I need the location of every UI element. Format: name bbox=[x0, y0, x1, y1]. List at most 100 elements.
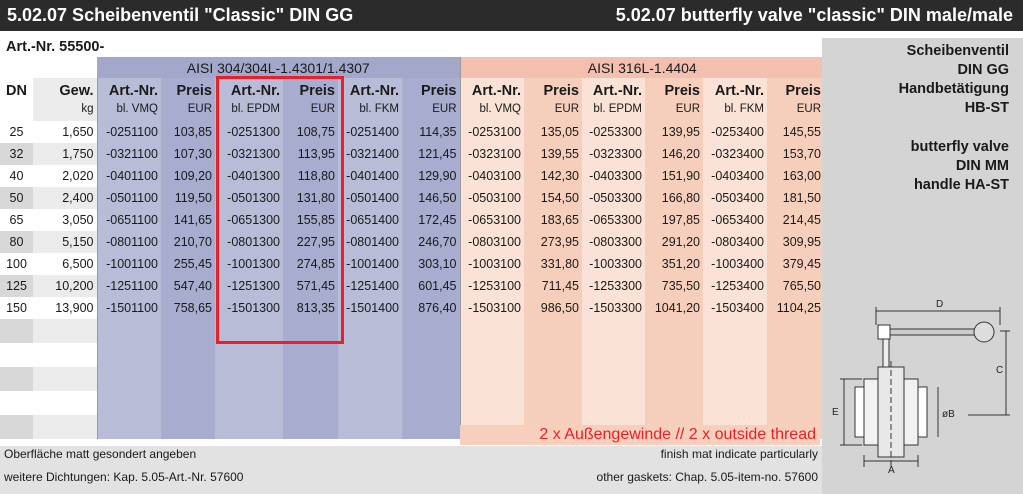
empty-row bbox=[0, 319, 824, 343]
dimension-label-d: D bbox=[936, 299, 943, 310]
cell-art-epdm-304: -1501300 bbox=[215, 297, 283, 319]
cell-art-fkm-316: -1003400 bbox=[703, 253, 767, 275]
empty-row bbox=[0, 391, 824, 415]
cell-price-epdm-304: 274,85 bbox=[283, 253, 338, 275]
cell-price-epdm-304: 155,85 bbox=[283, 209, 338, 231]
table-row: 25 1,650 -0251100 103,85 -0251300 108,75 -0251… bbox=[0, 121, 824, 143]
dimension-label-c: C bbox=[996, 365, 1003, 376]
col-header-price-vmq-304: Preis EUR bbox=[161, 78, 215, 121]
cell-price-epdm-316: 166,80 bbox=[645, 187, 703, 209]
cell-art-fkm-304: -0321400 bbox=[338, 143, 402, 165]
cell-art-vmq-316: -0503100 bbox=[460, 187, 524, 209]
cell-art-vmq-316: -0253100 bbox=[460, 121, 524, 143]
cell-price-vmq-316: 135,05 bbox=[524, 121, 582, 143]
footnote-en-finish: finish mat indicate particularly bbox=[660, 447, 818, 461]
cell-price-vmq-316: 711,45 bbox=[524, 275, 582, 297]
cell-price-vmq-316: 183,65 bbox=[524, 209, 582, 231]
col-header-art-vmq-304: Art.-Nr. bl. VMQ bbox=[97, 78, 161, 121]
cell-art-vmq-304: -0651100 bbox=[97, 209, 161, 231]
cell-price-vmq-304: 210,70 bbox=[161, 231, 215, 253]
cell-art-epdm-316: -0253300 bbox=[582, 121, 645, 143]
sidebar-de-line: HB-ST bbox=[964, 100, 1009, 116]
col-header-price-epdm-304: Preis EUR bbox=[283, 78, 338, 121]
cell-art-fkm-304: -0401400 bbox=[338, 165, 402, 187]
empty-row bbox=[0, 343, 824, 367]
sidebar-en-line: butterfly valve bbox=[910, 139, 1009, 155]
cell-price-fkm-316: 163,00 bbox=[767, 165, 824, 187]
material-group-304: AISI 304/304L-1.4301/1.4307 bbox=[97, 57, 461, 78]
price-table: AISI 304/304L-1.4301/1.4307 AISI 316L-1.… bbox=[0, 57, 824, 439]
cell-dn: 25 bbox=[0, 121, 33, 143]
cell-art-vmq-316: -1003100 bbox=[460, 253, 524, 275]
cell-art-vmq-316: -1253100 bbox=[460, 275, 524, 297]
cell-art-epdm-316: -0803300 bbox=[582, 231, 645, 253]
cell-art-epdm-316: -0503300 bbox=[582, 187, 645, 209]
title-german: 5.02.07 Scheibenventil "Classic" DIN GG bbox=[7, 5, 354, 25]
cell-price-fkm-316: 309,95 bbox=[767, 231, 824, 253]
cell-price-fkm-304: 114,35 bbox=[402, 121, 461, 143]
cell-price-vmq-316: 139,55 bbox=[524, 143, 582, 165]
cell-art-vmq-304: -0321100 bbox=[97, 143, 161, 165]
cell-price-epdm-304: 131,80 bbox=[283, 187, 338, 209]
cell-art-vmq-304: -1251100 bbox=[97, 275, 161, 297]
cell-price-epdm-304: 227,95 bbox=[283, 231, 338, 253]
cell-art-vmq-304: -0251100 bbox=[97, 121, 161, 143]
table-row: 150 13,900 -1501100 758,65 -1501300 813,35 -15… bbox=[0, 297, 824, 319]
cell-price-epdm-316: 291,20 bbox=[645, 231, 703, 253]
header-bar: 5.02.07 Scheibenventil "Classic" DIN GG … bbox=[0, 0, 1023, 31]
cell-art-vmq-304: -0501100 bbox=[97, 187, 161, 209]
cell-price-vmq-316: 154,50 bbox=[524, 187, 582, 209]
data-rows: 25 1,650 -0251100 103,85 -0251300 108,75 -0251… bbox=[0, 121, 824, 319]
cell-weight: 13,900 bbox=[33, 297, 98, 319]
cell-price-fkm-316: 214,45 bbox=[767, 209, 824, 231]
table-row: 32 1,750 -0321100 107,30 -0321300 113,95 -0321… bbox=[0, 143, 824, 165]
cell-art-epdm-304: -0651300 bbox=[215, 209, 283, 231]
cell-art-fkm-316: -0803400 bbox=[703, 231, 767, 253]
cell-price-fkm-304: 172,45 bbox=[402, 209, 461, 231]
col-header-price-epdm-316: Preis EUR bbox=[645, 78, 703, 121]
cell-dn: 65 bbox=[0, 209, 33, 231]
cell-price-fkm-304: 129,90 bbox=[402, 165, 461, 187]
cell-weight: 2,400 bbox=[33, 187, 98, 209]
cell-price-epdm-316: 735,50 bbox=[645, 275, 703, 297]
cell-art-epdm-316: -1253300 bbox=[582, 275, 645, 297]
cell-price-fkm-316: 145,55 bbox=[767, 121, 824, 143]
cell-price-vmq-304: 547,40 bbox=[161, 275, 215, 297]
thread-note: 2 x Außengewinde // 2 x outside thread bbox=[539, 426, 816, 443]
cell-price-epdm-304: 108,75 bbox=[283, 121, 338, 143]
cell-weight: 2,020 bbox=[33, 165, 98, 187]
cell-art-epdm-304: -0401300 bbox=[215, 165, 283, 187]
cell-art-vmq-316: -0653100 bbox=[460, 209, 524, 231]
column-header-row: DN Gew. kg Art.-Nr. bl. VMQ Preis EUR Art.-… bbox=[0, 78, 824, 121]
sidebar-english-block: butterfly valve DIN MM handle HA-ST bbox=[911, 138, 1009, 195]
highlight-frame-epdm bbox=[216, 76, 344, 344]
cell-art-epdm-316: -1503300 bbox=[582, 297, 645, 319]
sidebar-german-block: Scheibenventil DIN GG Handbetätigung HB-… bbox=[899, 42, 1009, 118]
cell-art-fkm-304: -1251400 bbox=[338, 275, 402, 297]
col-header-dn: DN bbox=[0, 78, 33, 121]
cell-art-vmq-316: -0323100 bbox=[460, 143, 524, 165]
cell-price-fkm-316: 765,50 bbox=[767, 275, 824, 297]
cell-price-fkm-304: 121,45 bbox=[402, 143, 461, 165]
cell-art-epdm-316: -1003300 bbox=[582, 253, 645, 275]
cell-price-fkm-304: 876,40 bbox=[402, 297, 461, 319]
cell-art-fkm-304: -0651400 bbox=[338, 209, 402, 231]
cell-art-epdm-316: -0653300 bbox=[582, 209, 645, 231]
cell-price-vmq-304: 758,65 bbox=[161, 297, 215, 319]
cell-price-fkm-304: 146,50 bbox=[402, 187, 461, 209]
sidebar-en-line: DIN MM bbox=[955, 158, 1009, 174]
cell-price-epdm-316: 151,90 bbox=[645, 165, 703, 187]
table-row: 50 2,400 -0501100 119,50 -0501300 131,80 -0501… bbox=[0, 187, 824, 209]
col-header-art-fkm-316: Art.-Nr. bl. FKM bbox=[703, 78, 767, 121]
cell-price-epdm-304: 571,45 bbox=[283, 275, 338, 297]
cell-price-vmq-304: 107,30 bbox=[161, 143, 215, 165]
article-number-prefix: Art.-Nr. 55500- bbox=[6, 39, 105, 55]
cell-weight: 1,750 bbox=[33, 143, 98, 165]
cell-dn: 32 bbox=[0, 143, 33, 165]
cell-price-epdm-304: 113,95 bbox=[283, 143, 338, 165]
thread-note-band: 2 x Außengewinde // 2 x outside thread bbox=[460, 425, 820, 445]
footnote-de-finish: Oberfläche matt gesondert angeben bbox=[4, 447, 197, 461]
table-row: 65 3,050 -0651100 141,65 -0651300 155,85 -0651… bbox=[0, 209, 824, 231]
cell-price-vmq-316: 273,95 bbox=[524, 231, 582, 253]
cell-art-epdm-316: -0323300 bbox=[582, 143, 645, 165]
